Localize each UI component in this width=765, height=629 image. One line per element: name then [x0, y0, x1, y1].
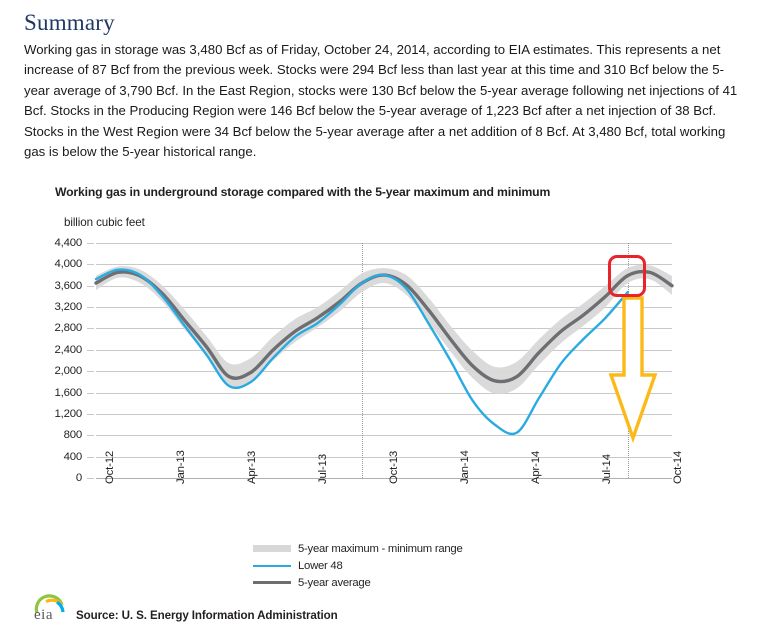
gridline: [96, 456, 672, 458]
range-swatch-icon: [253, 545, 291, 552]
legend-label-range: 5-year maximum - minimum range: [298, 542, 463, 555]
chart-plot-area: 4,400 4,000 3,600 3,200 2,800 2,400 2,000 1,600…: [54, 237, 684, 484]
page-title: Summary: [24, 10, 115, 35]
legend-label-lower48: Lower 48: [298, 559, 343, 572]
gridline: [96, 328, 672, 330]
five-year-range-band: [96, 264, 672, 395]
down-arrow-icon: [608, 296, 658, 444]
y-axis-label: 1,200: [54, 407, 82, 420]
y-axis-tick: [87, 264, 94, 266]
gridline: [96, 243, 672, 244]
x-axis-line: [96, 478, 672, 479]
x-axis-label: Oct-14: [672, 451, 684, 484]
chart-legend: 5-year maximum - minimum range Lower 48 …: [253, 541, 553, 592]
y-axis-label: 3,200: [54, 301, 82, 314]
y-axis-tick: [87, 371, 94, 373]
y-axis-tick: [87, 413, 94, 415]
chart-title: Working gas in underground storage compa…: [55, 185, 551, 199]
highlight-box: [608, 255, 646, 297]
lower48-line-swatch-icon: [253, 564, 291, 567]
legend-label-average: 5-year average: [298, 576, 371, 589]
gridline: [96, 285, 672, 287]
y-axis-tick: [87, 328, 94, 330]
y-axis-tick: [87, 392, 94, 394]
y-axis-label: 800: [63, 429, 83, 442]
gridline: [96, 307, 672, 309]
gridline: [96, 392, 672, 394]
source-row: eia Source: U. S. Energy Information Adm…: [32, 594, 338, 624]
eia-logo-icon: eia: [32, 594, 68, 624]
y-axis-tick: [87, 456, 94, 458]
gridline: [96, 371, 672, 373]
y-axis-label: 2,000: [54, 365, 82, 378]
summary-paragraph: Working gas in storage was 3,480 Bcf as …: [24, 42, 738, 160]
average-line-swatch-icon: [253, 581, 291, 584]
y-axis-tick: [87, 349, 94, 351]
gridline: [96, 413, 672, 415]
chart-units-label: billion cubic feet: [64, 216, 145, 229]
chart-series-layer: [94, 264, 674, 444]
y-axis-label: 1,600: [54, 386, 82, 399]
y-axis-label: 4,000: [54, 258, 82, 271]
y-axis-tick: [87, 285, 94, 287]
storage-chart: Working gas in underground storage compa…: [0, 180, 765, 623]
y-axis-label: 3,600: [54, 279, 82, 292]
source-label: Source: U. S. Energy Information Adminis…: [76, 609, 338, 622]
legend-item-range: 5-year maximum - minimum range: [253, 541, 553, 556]
y-axis-tick: [87, 478, 94, 479]
y-axis-label: 2,800: [54, 322, 82, 335]
report-page: Summary Working gas in storage was 3,480…: [0, 10, 765, 623]
gridline: [96, 349, 672, 351]
y-axis-label: 0: [75, 472, 82, 484]
gridline: [96, 264, 672, 266]
gridline: [96, 435, 672, 437]
series-line-lower48: [94, 268, 629, 436]
y-axis-tick: [87, 307, 94, 309]
legend-item-lower48: Lower 48: [253, 558, 553, 573]
y-axis-tick: [87, 243, 94, 244]
year-marker-line: [361, 243, 363, 478]
y-axis-label: 4,400: [54, 237, 82, 249]
y-axis-tick: [87, 435, 94, 437]
legend-item-average: 5-year average: [253, 575, 553, 590]
y-axis-label: 2,400: [54, 343, 82, 356]
y-axis-label: 400: [63, 450, 83, 463]
